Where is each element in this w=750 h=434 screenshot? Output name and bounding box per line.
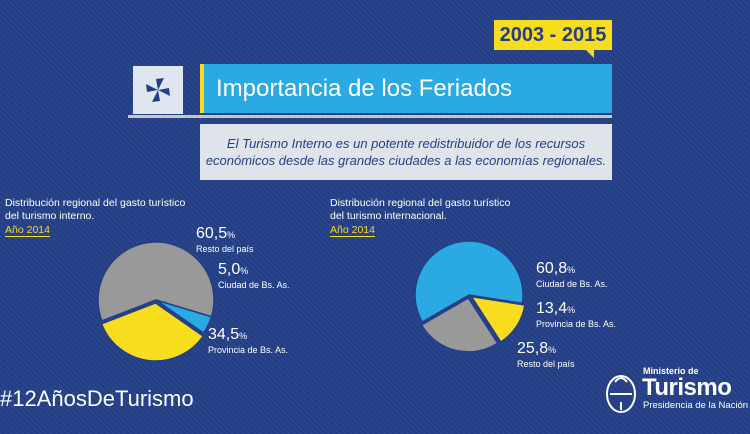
chart-2-label-ciudad: 60,8% Ciudad de Bs. As. [536, 260, 608, 289]
chart-2-name-resto: Resto del país [517, 359, 575, 369]
chart-2-title: Distribución regional del gasto turístic… [330, 197, 510, 237]
chart-2-value-ciudad: 60,8 [536, 260, 568, 277]
chart-1-name-provincia: Provincia de Bs. As. [208, 345, 289, 355]
pinwheel-logo [133, 66, 183, 114]
pie-slice-ciudad-de-bs-as [155, 299, 213, 335]
chart-1-name-resto: Resto del país [196, 244, 254, 254]
chart-1-title-line-2: del turismo interno. [5, 210, 95, 222]
chart-1-label-provincia: 34,5% Provincia de Bs. As. [208, 326, 289, 355]
chart-1-name-ciudad: Ciudad de Bs. As. [218, 280, 290, 290]
pie-slice-provincia-de-bs-as [100, 302, 205, 362]
ministry-logo: Ministerio de Turismo Presidencia de la … [600, 364, 750, 420]
description-line-2: económicos desde las grandes ciudades a … [205, 153, 607, 168]
hashtag: #12AñosDeTurismo [0, 386, 194, 411]
chart-1-title: Distribución regional del gasto turístic… [5, 197, 185, 237]
description-box: El Turismo Interno es un potente redistr… [200, 124, 612, 180]
page-title: Importancia de los Feriados [200, 64, 612, 113]
divider [128, 115, 612, 118]
coat-of-arms-icon [606, 375, 636, 413]
chart-2-label-resto: 25,8% Resto del país [517, 340, 575, 369]
chart-2-pie [414, 240, 526, 353]
pie-slice-resto-del-pa-s [97, 241, 215, 322]
years-badge: 2003 - 2015 [494, 20, 612, 58]
chart-1-title-line-1: Distribución regional del gasto turístic… [5, 197, 186, 209]
chart-2-name-provincia: Provincia de Bs. As. [536, 319, 617, 329]
ministry-bottom: Presidencia de la Nación [643, 400, 749, 411]
chart-1-value-ciudad: 5,0 [218, 261, 241, 278]
chart-2-title-line-2: del turismo internacional. [330, 210, 447, 222]
pie-slice-ciudad-de-bs-as [414, 240, 524, 324]
chart-2-value-resto: 25,8 [517, 340, 549, 357]
chart-1-value-provincia: 34,5 [208, 326, 240, 343]
chart-1-label-resto: 60,5% Resto del país [196, 225, 254, 254]
pie-slice-provincia-de-bs-as [469, 295, 526, 344]
ministry-top: Ministerio de [643, 366, 699, 376]
chart-2-title-line-1: Distribución regional del gasto turístic… [330, 197, 511, 209]
pinwheel-icon [146, 78, 170, 102]
ministry-name: Turismo [642, 374, 732, 401]
description-line-1: El Turismo Interno es un potente redistr… [226, 136, 586, 151]
chart-1-label-ciudad: 5,0% Ciudad de Bs. As. [218, 261, 290, 290]
chart-2-name-ciudad: Ciudad de Bs. As. [536, 279, 608, 289]
chart-1-year: Año 2014 [5, 224, 50, 237]
chart-2-value-provincia: 13,4 [536, 300, 568, 317]
chart-1-pie [97, 241, 215, 362]
chart-2-year: Año 2014 [330, 224, 375, 237]
chart-1-value-resto: 60,5 [196, 225, 228, 242]
pie-slice-resto-del-pa-s [420, 296, 499, 353]
chart-2-label-provincia: 13,4% Provincia de Bs. As. [536, 300, 617, 329]
